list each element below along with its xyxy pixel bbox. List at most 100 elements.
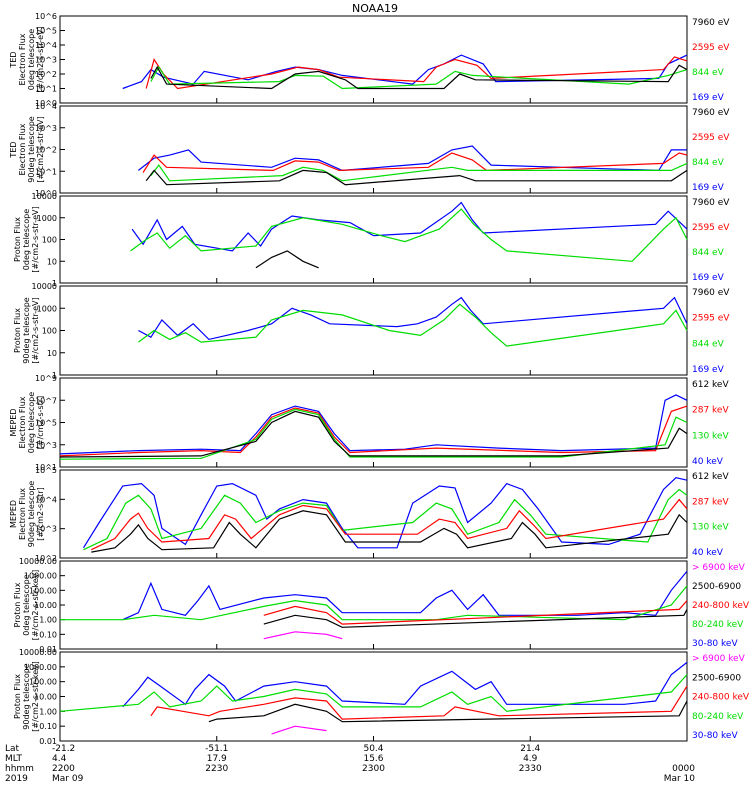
y-axis-label-line: Proton Flux	[13, 217, 22, 262]
y-tick-label: 10^1	[35, 85, 57, 94]
time-value: 15.6	[363, 754, 383, 764]
y-axis-label-line: 0deg telescope	[27, 29, 36, 90]
legend-entry: 169 eV	[692, 183, 725, 193]
y-tick-label: 1000	[37, 214, 57, 223]
legend-entry: 40 keV	[692, 457, 724, 467]
time-value: 4.9	[523, 754, 538, 764]
y-tick-label: 10^6	[35, 12, 57, 21]
series-2-line	[142, 152, 688, 173]
series-2-line	[130, 208, 688, 262]
panel-frame	[59, 469, 688, 559]
y-axis-label-line: [#/cm2-s-str]	[36, 396, 45, 449]
y-axis-label-line: [#/cm2-s-str-eV]	[36, 116, 45, 182]
y-tick-label: 10000.00	[19, 557, 57, 566]
y-axis-label-line: 90deg telescope	[27, 116, 36, 183]
panel-4: 1 10 100 1000 10000 Proton Flux 90deg telescop…	[13, 282, 730, 380]
legend-entry: 80-240 keV	[692, 620, 744, 630]
y-tick-label: 100.00	[29, 586, 57, 595]
legend-entry: 7960 eV	[692, 198, 730, 208]
series-1-line	[122, 661, 688, 708]
y-axis-label-line: [#/cm2-s-str-eV]	[36, 26, 45, 92]
y-tick-label: 10^3	[35, 124, 57, 133]
y-tick-label: 1000	[37, 304, 57, 313]
y-axis-label-line: Proton Flux	[13, 582, 22, 627]
series-1-line	[59, 394, 688, 455]
y-axis-label-line: 90deg telescope	[22, 297, 31, 364]
y-tick-label: 10^2	[35, 146, 57, 155]
series-1-line	[138, 296, 688, 341]
legend-entry: > 6900 keV	[692, 563, 746, 573]
legend-entry: 287 keV	[692, 406, 729, 416]
y-tick-label: 1	[52, 371, 57, 380]
plot-title: NOAA19	[352, 2, 398, 15]
y-axis-label-line: Electron Flux	[18, 396, 27, 448]
time-value: 21.4	[520, 744, 540, 754]
panel-1: 10^0 10^1 10^2 10^3 10^4 10^5 10^6 TED Electron …	[9, 12, 730, 108]
y-tick-label: 10^1	[35, 463, 57, 472]
legend-entry: 169 eV	[692, 273, 725, 283]
series-1-line	[122, 570, 688, 621]
time-value: Mar 09	[52, 774, 84, 784]
y-tick-label: 0.10	[39, 722, 57, 731]
time-value: 17.9	[207, 754, 227, 764]
series-4-line	[208, 700, 688, 723]
y-tick-label: 10000	[32, 192, 57, 201]
legend-entry: 7960 eV	[692, 288, 730, 298]
panel-frame	[59, 105, 688, 194]
time-row-label: 2019	[5, 774, 28, 784]
series-3-line	[150, 685, 688, 720]
legend-entry: 130 keV	[692, 431, 729, 441]
y-tick-label: 10^9	[35, 374, 57, 383]
y-tick-label: 10^0	[35, 99, 57, 108]
y-tick-label: 10^5	[35, 466, 57, 475]
time-value: Mar 10	[664, 774, 696, 784]
series-3-line	[255, 250, 319, 269]
legend-entry: 844 eV	[692, 68, 725, 78]
y-axis-label-line: Electron Flux	[18, 488, 27, 540]
legend-entry: 844 eV	[692, 248, 725, 258]
time-value: 50.4	[363, 744, 383, 754]
y-tick-label: 10	[47, 257, 57, 266]
legend-entry: 612 keV	[692, 472, 729, 482]
y-axis-label-line: [#/cm2-s-str]	[36, 487, 45, 540]
series-4-line	[59, 410, 688, 458]
y-tick-label: 10^4	[35, 495, 57, 504]
y-tick-label: 100	[42, 236, 57, 245]
y-tick-label: 1	[52, 279, 57, 288]
legend-entry: 612 keV	[692, 380, 729, 390]
y-tick-label: 1.00	[39, 707, 57, 716]
y-axis-label-line: Electron Flux	[18, 123, 27, 175]
time-value: 0000	[672, 764, 695, 774]
series-2-line	[59, 405, 688, 457]
series-4-line	[145, 169, 688, 186]
series-3-line	[263, 600, 688, 625]
y-axis-label-line: 0deg telescope	[22, 209, 31, 270]
panel-6: 10^2 10^3 10^4 10^5 MEPED Electron Flux 90deg …	[9, 466, 729, 563]
y-tick-label: 10^5	[35, 419, 57, 428]
series-3-line	[59, 408, 688, 460]
y-axis-label-line: 0deg telescope	[22, 574, 31, 635]
y-axis-label-line: [#/cm2-s-str-eV]	[31, 206, 40, 272]
legend-entry: 844 eV	[692, 339, 725, 349]
panel-7: 0.01 0.10 1.00 10.00 100.00 1000.00 10000.00 Pr…	[13, 557, 750, 654]
panel-frame	[59, 195, 688, 284]
time-value: -21.2	[52, 744, 75, 754]
panel-8: 0.01 0.10 1.00 10.00 100.00 1000.00 10000.00 Pr…	[13, 648, 750, 746]
y-tick-label: 10000	[32, 282, 57, 291]
y-tick-label: 0.10	[39, 630, 57, 639]
y-axis-label-line: 90deg telescope	[27, 481, 36, 548]
y-axis-label-line: TED	[9, 51, 18, 68]
series-4-line	[91, 510, 688, 553]
panel-2: 10^0 10^1 10^2 10^3 10^4 TED Electron Flux 90de…	[9, 102, 730, 198]
y-tick-label: 10^5	[35, 27, 57, 36]
y-axis-label-line: TED	[9, 141, 18, 158]
y-tick-label: 1000.00	[24, 663, 57, 672]
y-tick-label: 10	[47, 349, 57, 358]
legend-entry: 30-80 keV	[692, 639, 738, 649]
y-tick-label: 10^3	[35, 441, 57, 450]
legend-entry: 240-800 keV	[692, 601, 750, 611]
time-value: 2230	[205, 764, 228, 774]
time-row-label: Lat	[5, 744, 20, 754]
